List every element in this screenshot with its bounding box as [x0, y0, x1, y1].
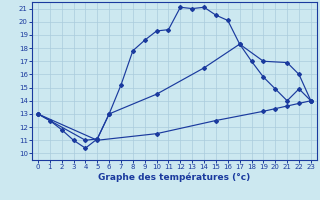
X-axis label: Graphe des températures (°c): Graphe des températures (°c)	[98, 173, 251, 182]
